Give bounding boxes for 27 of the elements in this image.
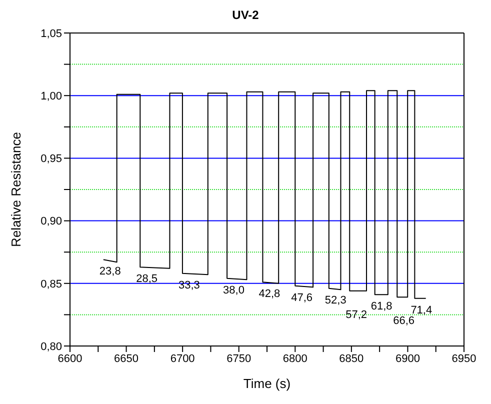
x-tick-label: 6600 bbox=[58, 352, 82, 365]
annotation: 71,4 bbox=[410, 304, 432, 316]
chart-title: UV-2 bbox=[231, 8, 260, 24]
annotation: 38,0 bbox=[223, 284, 244, 296]
x-tick-label: 6800 bbox=[282, 352, 308, 365]
annotation: 57,2 bbox=[346, 308, 368, 321]
annotation: 47,6 bbox=[291, 292, 313, 304]
annotation: 23,8 bbox=[99, 266, 121, 278]
x-tick-label: 6900 bbox=[395, 352, 420, 365]
annotation: 52,3 bbox=[324, 294, 346, 306]
x-tick-label: 6950 bbox=[452, 352, 476, 365]
x-tick-label: 6650 bbox=[114, 352, 139, 365]
y-tick-label: 1,00 bbox=[40, 90, 62, 103]
x-tick-label: 6750 bbox=[226, 352, 252, 365]
y-tick-label: 0,80 bbox=[40, 340, 62, 353]
y-tick-label: 1,05 bbox=[40, 28, 62, 40]
annotation: 28,5 bbox=[136, 273, 158, 286]
annotation: 66,6 bbox=[393, 315, 415, 328]
x-tick-label: 6700 bbox=[170, 352, 195, 365]
y-tick-label: 0,90 bbox=[40, 216, 62, 228]
annotation: 61,8 bbox=[370, 300, 392, 313]
annotation: 42,8 bbox=[258, 288, 280, 300]
y-axis-title: Relative Resistance bbox=[8, 132, 24, 247]
y-tick-label: 0,85 bbox=[40, 278, 62, 290]
y-tick-label: 0,95 bbox=[40, 153, 62, 166]
x-tick-label: 6850 bbox=[339, 352, 364, 365]
x-axis-title: Time (s) bbox=[243, 376, 291, 391]
